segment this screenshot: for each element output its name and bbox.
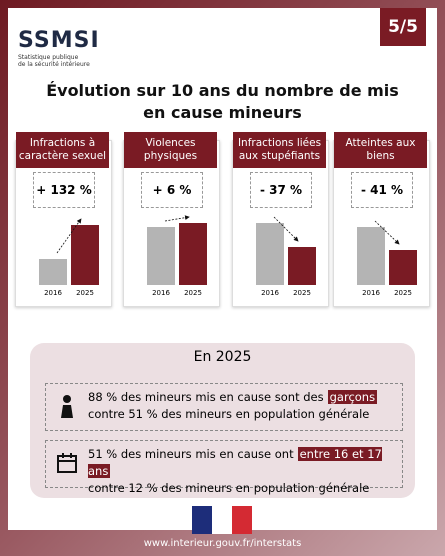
bar bbox=[71, 225, 99, 285]
fact-after: contre 51 % des mineurs en population gé… bbox=[88, 407, 370, 421]
logo: SSMSI bbox=[18, 28, 100, 53]
republic-logo bbox=[192, 506, 252, 534]
year-label: 2016 bbox=[44, 289, 62, 297]
year-label: 2025 bbox=[293, 289, 311, 297]
panel-header: Infractions à caractère sexuel bbox=[16, 132, 109, 168]
logo-line: de la sécurité intérieure bbox=[18, 61, 90, 68]
title: Évolution sur 10 ans du nombre de mis en… bbox=[46, 81, 399, 122]
year-label: 2025 bbox=[76, 289, 94, 297]
bar bbox=[179, 223, 207, 285]
bar bbox=[147, 227, 175, 285]
fact-text: 88 % des mineurs mis en cause sont des ga… bbox=[88, 389, 378, 423]
fact-before: 88 % des mineurs mis en cause sont des bbox=[88, 390, 324, 404]
change-label: + 6 % bbox=[141, 172, 203, 208]
change-label: - 37 % bbox=[250, 172, 312, 208]
logo-subtitle: Statistique publique de la sécurité intér… bbox=[18, 54, 90, 68]
panel-header: Violences physiques bbox=[124, 132, 217, 168]
fact-after: contre 12 % des mineurs en population gé… bbox=[88, 481, 370, 495]
fact-highlight: garçons bbox=[327, 390, 378, 404]
year-label: 2025 bbox=[184, 289, 202, 297]
fact: 88 % des mineurs mis en cause sont des ga… bbox=[45, 383, 403, 431]
bar bbox=[389, 250, 417, 285]
summary-title: En 2025 bbox=[193, 349, 252, 365]
fact: 51 % des mineurs mis en cause ont entre 1… bbox=[45, 440, 403, 495]
change-label: - 41 % bbox=[351, 172, 413, 208]
bar bbox=[357, 227, 385, 285]
bar bbox=[256, 223, 284, 285]
footer-url: www.interieur.gouv.fr/interstats bbox=[143, 538, 302, 549]
bar bbox=[39, 259, 67, 285]
page-number: 5/5 bbox=[380, 8, 426, 46]
year-label: 2016 bbox=[362, 289, 380, 297]
calendar-icon bbox=[57, 453, 77, 473]
fact-before: 51 % des mineurs mis en cause ont bbox=[88, 447, 294, 461]
year-label: 2025 bbox=[394, 289, 412, 297]
year-label: 2016 bbox=[152, 289, 170, 297]
panel-header: Infractions liées aux stupéfiants bbox=[233, 132, 326, 168]
logo-line: Statistique publique bbox=[18, 54, 79, 61]
bar bbox=[288, 247, 316, 285]
person-icon bbox=[61, 395, 73, 418]
change-label: + 132 % bbox=[33, 172, 95, 208]
fact-text: 51 % des mineurs mis en cause ont entre 1… bbox=[88, 446, 402, 497]
year-label: 2016 bbox=[261, 289, 279, 297]
panel-header: Atteintes aux biens bbox=[334, 132, 427, 168]
